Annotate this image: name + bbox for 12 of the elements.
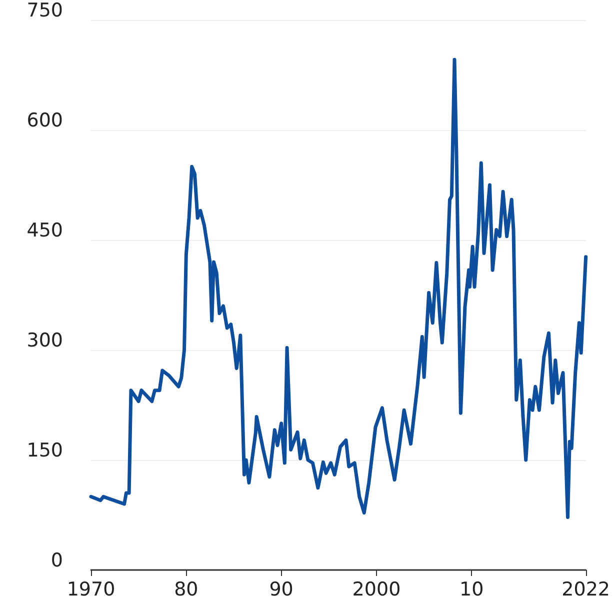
y-tick-label: 0 [50,550,63,572]
y-tick-label: 750 [26,0,63,22]
x-tick-label: 2000 [352,578,401,600]
y-tick-label: 150 [26,440,63,462]
x-tick-label: 90 [269,578,294,600]
x-tick-label: 10 [460,578,484,600]
y-tick-label: 300 [26,330,63,352]
x-tick-label: 1970 [66,578,116,600]
y-tick-label: 600 [26,110,63,132]
y-tick-label: 450 [26,220,63,242]
x-tick-label: 2022 [562,578,610,600]
x-tick-label: 80 [174,578,198,600]
